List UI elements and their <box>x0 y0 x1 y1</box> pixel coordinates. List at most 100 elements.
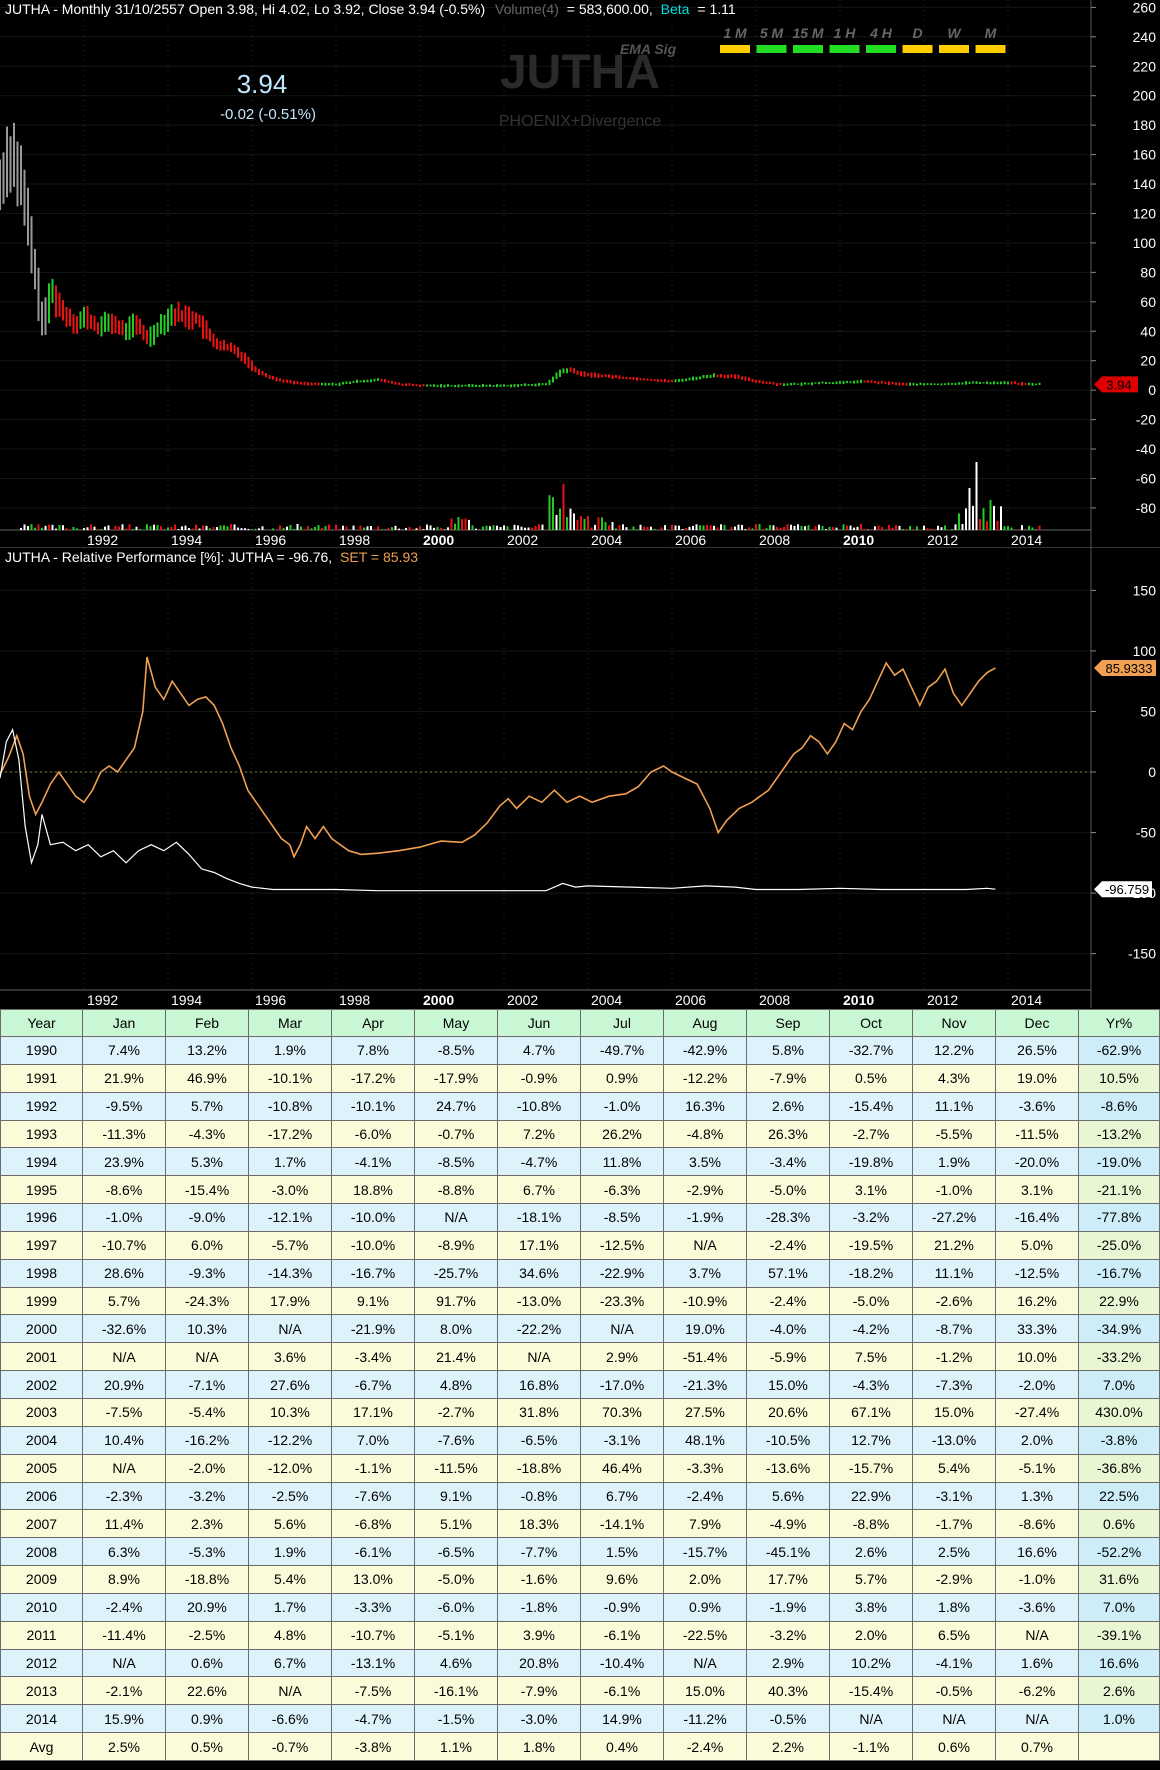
volume-bar <box>314 526 316 530</box>
year-cell: 2003 <box>0 1397 83 1427</box>
timeframe-d[interactable]: D <box>902 25 933 53</box>
month-return-cell: 26.5% <box>995 1036 1079 1065</box>
month-return-cell: 26.2% <box>580 1119 664 1149</box>
month-return-cell: -5.4% <box>165 1397 249 1427</box>
month-return-cell: 46.9% <box>165 1063 249 1093</box>
volume-bar <box>853 527 855 530</box>
table-row: 2011 -11.4% -2.5% 4.8% -10.7% -5.1% 3.9% -6.1% -… <box>0 1620 1160 1650</box>
volume-bar <box>594 524 596 530</box>
volume-bar <box>755 524 757 530</box>
rel-x-tick-label: 2008 <box>759 992 790 1008</box>
year-total-cell: -21.1% <box>1078 1175 1160 1205</box>
timeframe-1m[interactable]: 1 M <box>720 25 750 53</box>
month-return-cell: -5.9% <box>746 1342 830 1372</box>
timeframe-m[interactable]: M <box>975 25 1006 53</box>
month-return-cell: 17.1% <box>497 1230 581 1260</box>
volume-bar <box>923 525 925 530</box>
month-return-cell: N/A <box>829 1704 913 1734</box>
month-return-cell: -2.4% <box>82 1592 166 1622</box>
volume-bar <box>891 527 894 530</box>
year-total-cell: -19.0% <box>1078 1147 1160 1177</box>
timeframe-15m[interactable]: 15 M <box>792 25 824 53</box>
volume-bar <box>328 524 330 530</box>
timeframe-w[interactable]: W <box>939 25 969 53</box>
volume-bar <box>184 525 187 530</box>
month-return-cell: -4.3% <box>165 1119 249 1149</box>
month-return-cell: 57.1% <box>746 1258 830 1288</box>
month-return-cell: -18.1% <box>497 1203 581 1232</box>
timeframe-4h[interactable]: 4 H <box>866 25 896 53</box>
month-return-cell: -5.3% <box>165 1537 249 1567</box>
month-return-cell: -8.9% <box>414 1230 498 1260</box>
month-return-cell: -10.4% <box>580 1648 664 1678</box>
volume-bar <box>793 525 796 530</box>
month-return-cell: 2.0% <box>995 1425 1079 1455</box>
volume-bar <box>632 526 635 530</box>
month-return-cell: -15.4% <box>165 1175 249 1205</box>
volume-bar <box>436 526 439 530</box>
month-return-cell: -24.3% <box>165 1286 249 1316</box>
month-return-cell: 7.0% <box>331 1425 415 1455</box>
volume-bars <box>20 462 1041 530</box>
month-return-cell: -15.7% <box>663 1537 747 1567</box>
avg-value-cell: 0.5% <box>165 1732 249 1761</box>
month-return-cell: -13.1% <box>331 1648 415 1678</box>
month-return-cell: 34.6% <box>497 1258 581 1288</box>
avg-value-cell: -0.7% <box>248 1732 332 1761</box>
month-return-cell: -9.3% <box>165 1258 249 1288</box>
volume-bar <box>86 527 89 530</box>
month-return-cell: 2.0% <box>663 1565 747 1594</box>
month-return-cell: 10.2% <box>829 1648 913 1678</box>
month-return-cell: 3.1% <box>829 1175 913 1205</box>
year-cell: 2014 <box>0 1704 83 1734</box>
volume-bar <box>300 526 302 530</box>
month-return-cell: -3.0% <box>248 1175 332 1205</box>
volume-bar <box>685 527 687 530</box>
volume-bar <box>737 524 740 530</box>
table-row: 2014 15.9% 0.9% -6.6% -4.7% -1.5% -3.0% 14.9% -1… <box>0 1704 1160 1734</box>
volume-bar <box>272 528 274 530</box>
timeframe-5m[interactable]: 5 M <box>756 25 787 53</box>
year-total-cell: 2.6% <box>1078 1676 1160 1706</box>
month-return-cell: -0.7% <box>414 1119 498 1149</box>
avg-value-cell: 2.2% <box>746 1732 830 1761</box>
price-y-axis: 260240220200180160140120100806040200-20-… <box>1091 0 1156 516</box>
volume-bar <box>821 525 824 530</box>
volume-bar <box>786 524 789 530</box>
timeframe-1h[interactable]: 1 H <box>829 25 860 53</box>
volume-bar <box>1017 529 1020 530</box>
month-return-cell: -13.0% <box>912 1425 996 1455</box>
volume-bar <box>188 528 190 530</box>
watermark-system: PHOENIX+Divergence <box>499 113 661 130</box>
volume-bar <box>867 529 869 530</box>
month-return-cell: 15.0% <box>746 1370 830 1399</box>
avg-value-cell: -1.1% <box>829 1732 913 1761</box>
set-last-tag: 85.9333 <box>1094 659 1156 676</box>
month-return-cell: -6.2% <box>995 1676 1079 1706</box>
volume-bar <box>118 526 120 530</box>
timeframe-label: 1 H <box>834 25 857 41</box>
month-return-cell: -6.5% <box>497 1425 581 1455</box>
year-cell: 2004 <box>0 1425 83 1455</box>
month-return-cell: 1.7% <box>248 1147 332 1177</box>
month-return-cell: 4.6% <box>414 1648 498 1678</box>
column-header-nov: Nov <box>912 1009 996 1037</box>
beta-label: Beta <box>661 1 690 17</box>
month-return-cell: 0.5% <box>829 1063 913 1093</box>
volume-bar <box>940 527 943 530</box>
month-return-cell: 48.1% <box>663 1425 747 1455</box>
price-y-tick-label: 80 <box>1140 264 1156 280</box>
volume-bar <box>765 528 768 530</box>
volume-bar <box>503 525 505 530</box>
timeframe-indicators: 1 M 5 M 15 M 1 H 4 H D W M <box>720 25 1006 53</box>
volume-bar <box>881 527 883 530</box>
month-return-cell: -14.3% <box>248 1258 332 1288</box>
volume-bar <box>699 525 701 530</box>
year-total-cell: -25.0% <box>1078 1230 1160 1260</box>
month-return-cell: 33.3% <box>995 1314 1079 1344</box>
month-return-cell: -8.5% <box>414 1147 498 1177</box>
timeframe-status-box <box>756 45 787 53</box>
price-x-tick-label: 2004 <box>591 532 622 548</box>
